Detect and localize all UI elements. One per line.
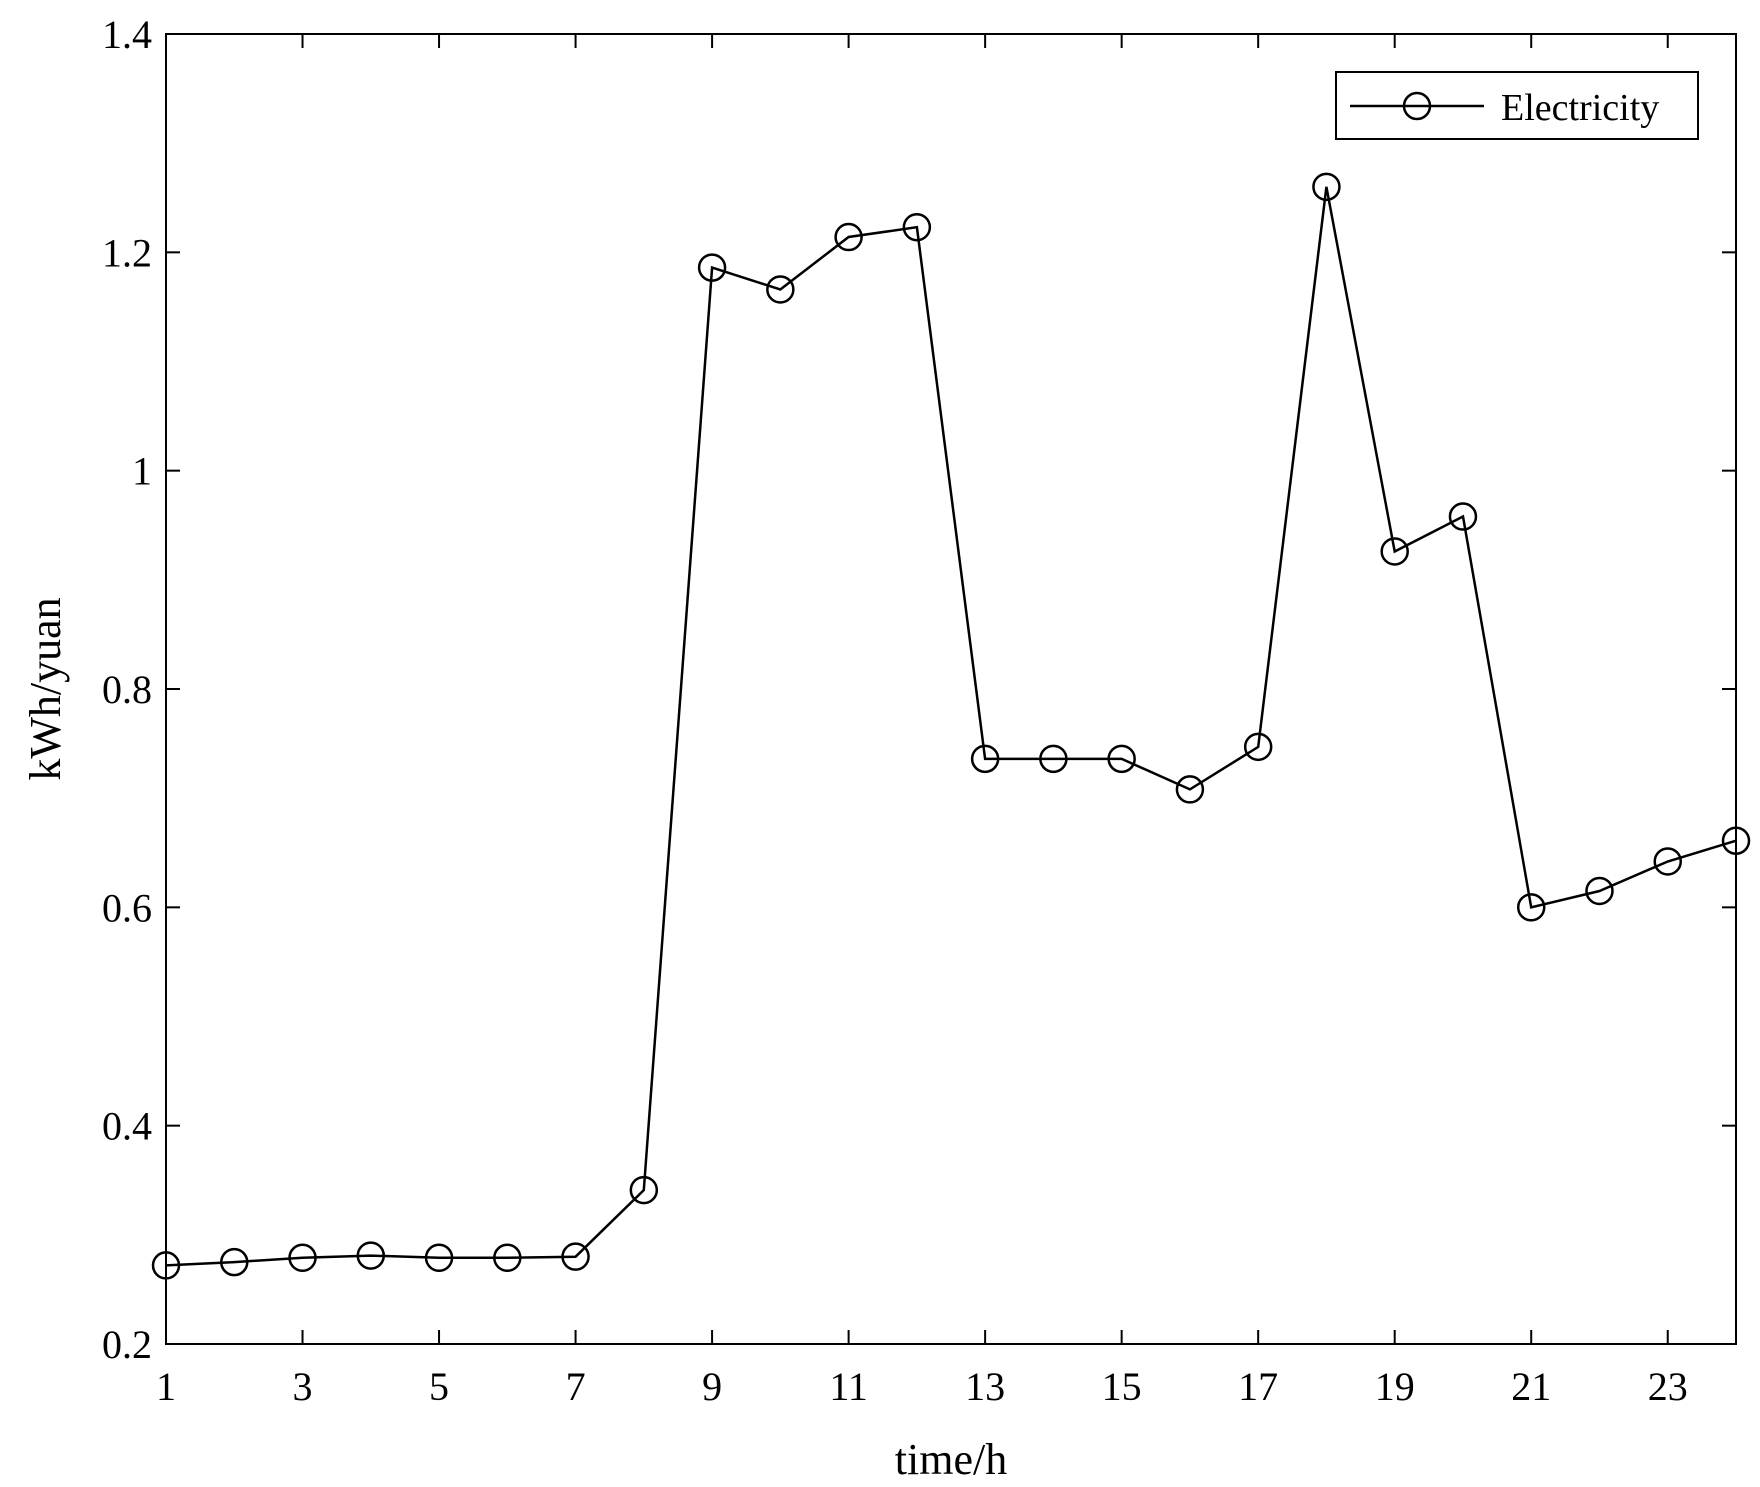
plot-area: [165, 33, 1737, 1345]
x-tick-label: 5: [429, 1364, 449, 1409]
y-tick-label: 1.2: [102, 230, 152, 275]
y-tick-label: 0.4: [102, 1104, 152, 1149]
x-tick-label: 15: [1102, 1364, 1142, 1409]
x-tick-label: 19: [1375, 1364, 1415, 1409]
data-point: [1585, 876, 1614, 906]
y-tick-label: 1.4: [102, 12, 152, 57]
x-tick-label: 9: [702, 1364, 722, 1409]
data-point: [697, 253, 727, 282]
x-tick-label: 13: [965, 1364, 1005, 1409]
data-point: [766, 275, 795, 304]
x-axis-title: time/h: [895, 1435, 1007, 1484]
data-point: [1721, 826, 1751, 855]
data-point: [220, 1247, 249, 1277]
series-line-electricity: [165, 186, 1737, 1267]
legend: Electricity: [1335, 71, 1699, 140]
x-tick-label: 23: [1648, 1364, 1688, 1409]
data-point: [1312, 172, 1341, 202]
x-tick-label: 17: [1238, 1364, 1278, 1409]
x-tick-label: 21: [1511, 1364, 1551, 1409]
tick-labels: 1 3 5 7 9 11 13 15 17 19 21 230.20.40.60.811.21.4: [102, 12, 1688, 1409]
data-point: [1039, 744, 1068, 774]
data-point: [424, 1243, 454, 1273]
y-tick-label: 0.2: [102, 1322, 152, 1367]
data-point: [629, 1175, 659, 1205]
data-point: [1175, 775, 1205, 804]
y-tick-label: 0.6: [102, 885, 152, 930]
data-point: [288, 1243, 317, 1273]
data-point: [970, 744, 1000, 774]
data-point: [1516, 893, 1546, 922]
legend-entry-electricity: Electricity: [1501, 87, 1659, 129]
data-point: [1243, 732, 1273, 762]
y-tick-label: 0.8: [102, 667, 152, 712]
data-point: [1653, 847, 1682, 876]
y-tick-label: 1: [132, 449, 152, 494]
data-point: [1448, 502, 1478, 531]
x-tick-label: 11: [829, 1364, 868, 1409]
x-tick-label: 3: [293, 1364, 313, 1409]
data-point: [902, 212, 932, 242]
data-point: [493, 1243, 522, 1273]
series-markers: [151, 172, 1751, 1280]
data-point: [1107, 744, 1136, 774]
y-axis-title: kWh/yuan: [21, 597, 70, 780]
x-tick-label: 1: [156, 1364, 176, 1409]
legend-marker-icon: [1402, 91, 1432, 121]
x-tick-label: 7: [566, 1364, 586, 1409]
data-point: [561, 1242, 590, 1271]
data-point: [834, 222, 863, 252]
data-point: [356, 1241, 386, 1270]
data-point: [1380, 537, 1409, 566]
data-point: [151, 1251, 181, 1280]
axis-ticks: [165, 33, 1736, 1345]
